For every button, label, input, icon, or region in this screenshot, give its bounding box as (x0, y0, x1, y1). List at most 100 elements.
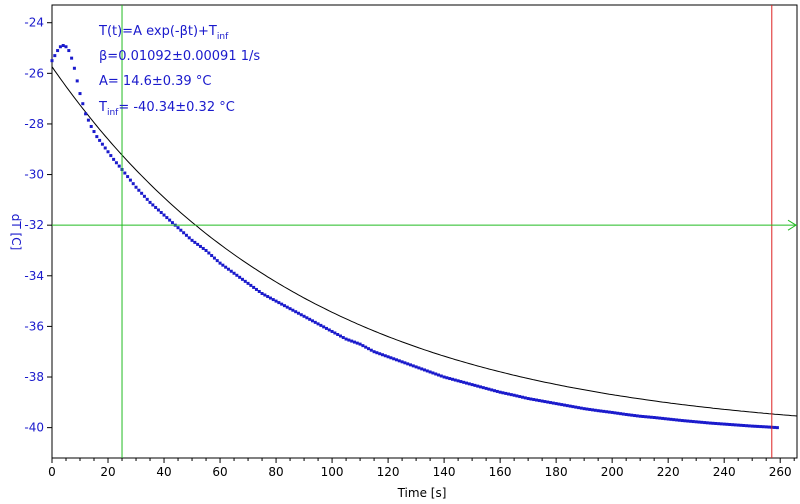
data-point (703, 421, 707, 425)
data-point (442, 375, 446, 379)
data-point (408, 363, 412, 367)
data-point (274, 299, 278, 303)
data-point (669, 417, 673, 421)
data-point (431, 371, 435, 375)
data-point (347, 338, 351, 342)
data-point (350, 339, 354, 343)
data-point (775, 426, 779, 430)
data-point (588, 407, 592, 411)
data-point (268, 296, 272, 300)
data-point (666, 417, 670, 421)
data-point (736, 423, 740, 427)
data-point (456, 379, 460, 383)
data-point (616, 411, 620, 415)
data-point (579, 406, 583, 410)
data-point (285, 305, 289, 309)
data-point (739, 423, 743, 427)
data-point (352, 340, 356, 344)
arrow-right-icon (787, 219, 797, 231)
data-point (711, 421, 715, 425)
data-point (647, 415, 651, 419)
data-point (453, 378, 457, 382)
data-point (635, 414, 639, 418)
data-point (414, 365, 418, 369)
x-tick-label: 260 (769, 465, 792, 479)
data-point (487, 387, 491, 391)
data-point (142, 194, 146, 198)
data-point (571, 405, 575, 409)
data-point (50, 59, 54, 63)
x-tick-label: 80 (268, 465, 283, 479)
data-point (549, 401, 553, 405)
data-point (112, 157, 116, 161)
data-point (58, 45, 62, 49)
data-point (719, 422, 723, 426)
data-point (733, 423, 737, 427)
data-point (624, 412, 628, 416)
data-point (423, 368, 426, 372)
plot-frame (51, 4, 798, 459)
data-point (72, 66, 76, 70)
x-tick-label: 120 (377, 465, 400, 479)
data-point (563, 403, 567, 407)
data-point (316, 322, 320, 326)
data-point (364, 345, 368, 349)
data-point (501, 391, 505, 395)
data-point (677, 418, 681, 422)
data-point (459, 380, 463, 384)
data-point (691, 420, 695, 424)
data-point (53, 54, 57, 58)
x-tick-label: 200 (601, 465, 624, 479)
data-point (400, 360, 404, 364)
data-point (313, 320, 317, 324)
data-point (470, 383, 474, 387)
data-point (182, 231, 186, 235)
data-point (543, 400, 547, 404)
data-point (700, 420, 704, 424)
data-point (98, 138, 102, 142)
data-point (596, 409, 600, 413)
y-tick-label: -30 (24, 168, 44, 182)
data-point (661, 416, 665, 420)
data-point (156, 208, 160, 212)
x-tick-label: 220 (657, 465, 680, 479)
x-axis: 0 20 40 60 80 100 120 140 160 180 200 220 240 260 (48, 458, 795, 479)
data-point (366, 347, 370, 351)
data-point (750, 424, 754, 428)
fit-annotations: T(t)=A exp(-βt)+Tinf β=0.01092±0.00091 1… (98, 24, 260, 118)
data-point (557, 402, 561, 406)
data-point (655, 416, 659, 420)
data-point (512, 393, 516, 397)
data-point (392, 357, 396, 361)
data-point (394, 358, 398, 362)
x-tick-label: 0 (48, 465, 56, 479)
data-point (437, 373, 441, 377)
data-point (64, 45, 68, 49)
data-point (582, 407, 586, 411)
data-point (123, 171, 127, 175)
data-point (109, 154, 113, 158)
data-point (683, 419, 687, 423)
data-point (372, 350, 376, 354)
data-point (605, 410, 609, 414)
data-point (271, 298, 275, 302)
data-point (86, 118, 90, 122)
data-point (330, 329, 334, 333)
data-point (773, 425, 777, 429)
data-point (361, 344, 365, 348)
data-point (95, 135, 99, 139)
data-point (451, 377, 455, 381)
x-tick-label: 180 (545, 465, 568, 479)
data-point (411, 364, 415, 368)
data-point (630, 413, 634, 417)
data-point (61, 43, 65, 47)
data-point (568, 404, 572, 408)
x-tick-label: 140 (433, 465, 456, 479)
data-point (591, 408, 595, 412)
data-point (322, 325, 326, 329)
data-point (229, 269, 233, 273)
data-point (341, 336, 345, 340)
data-point (84, 112, 88, 116)
data-point (140, 191, 144, 195)
